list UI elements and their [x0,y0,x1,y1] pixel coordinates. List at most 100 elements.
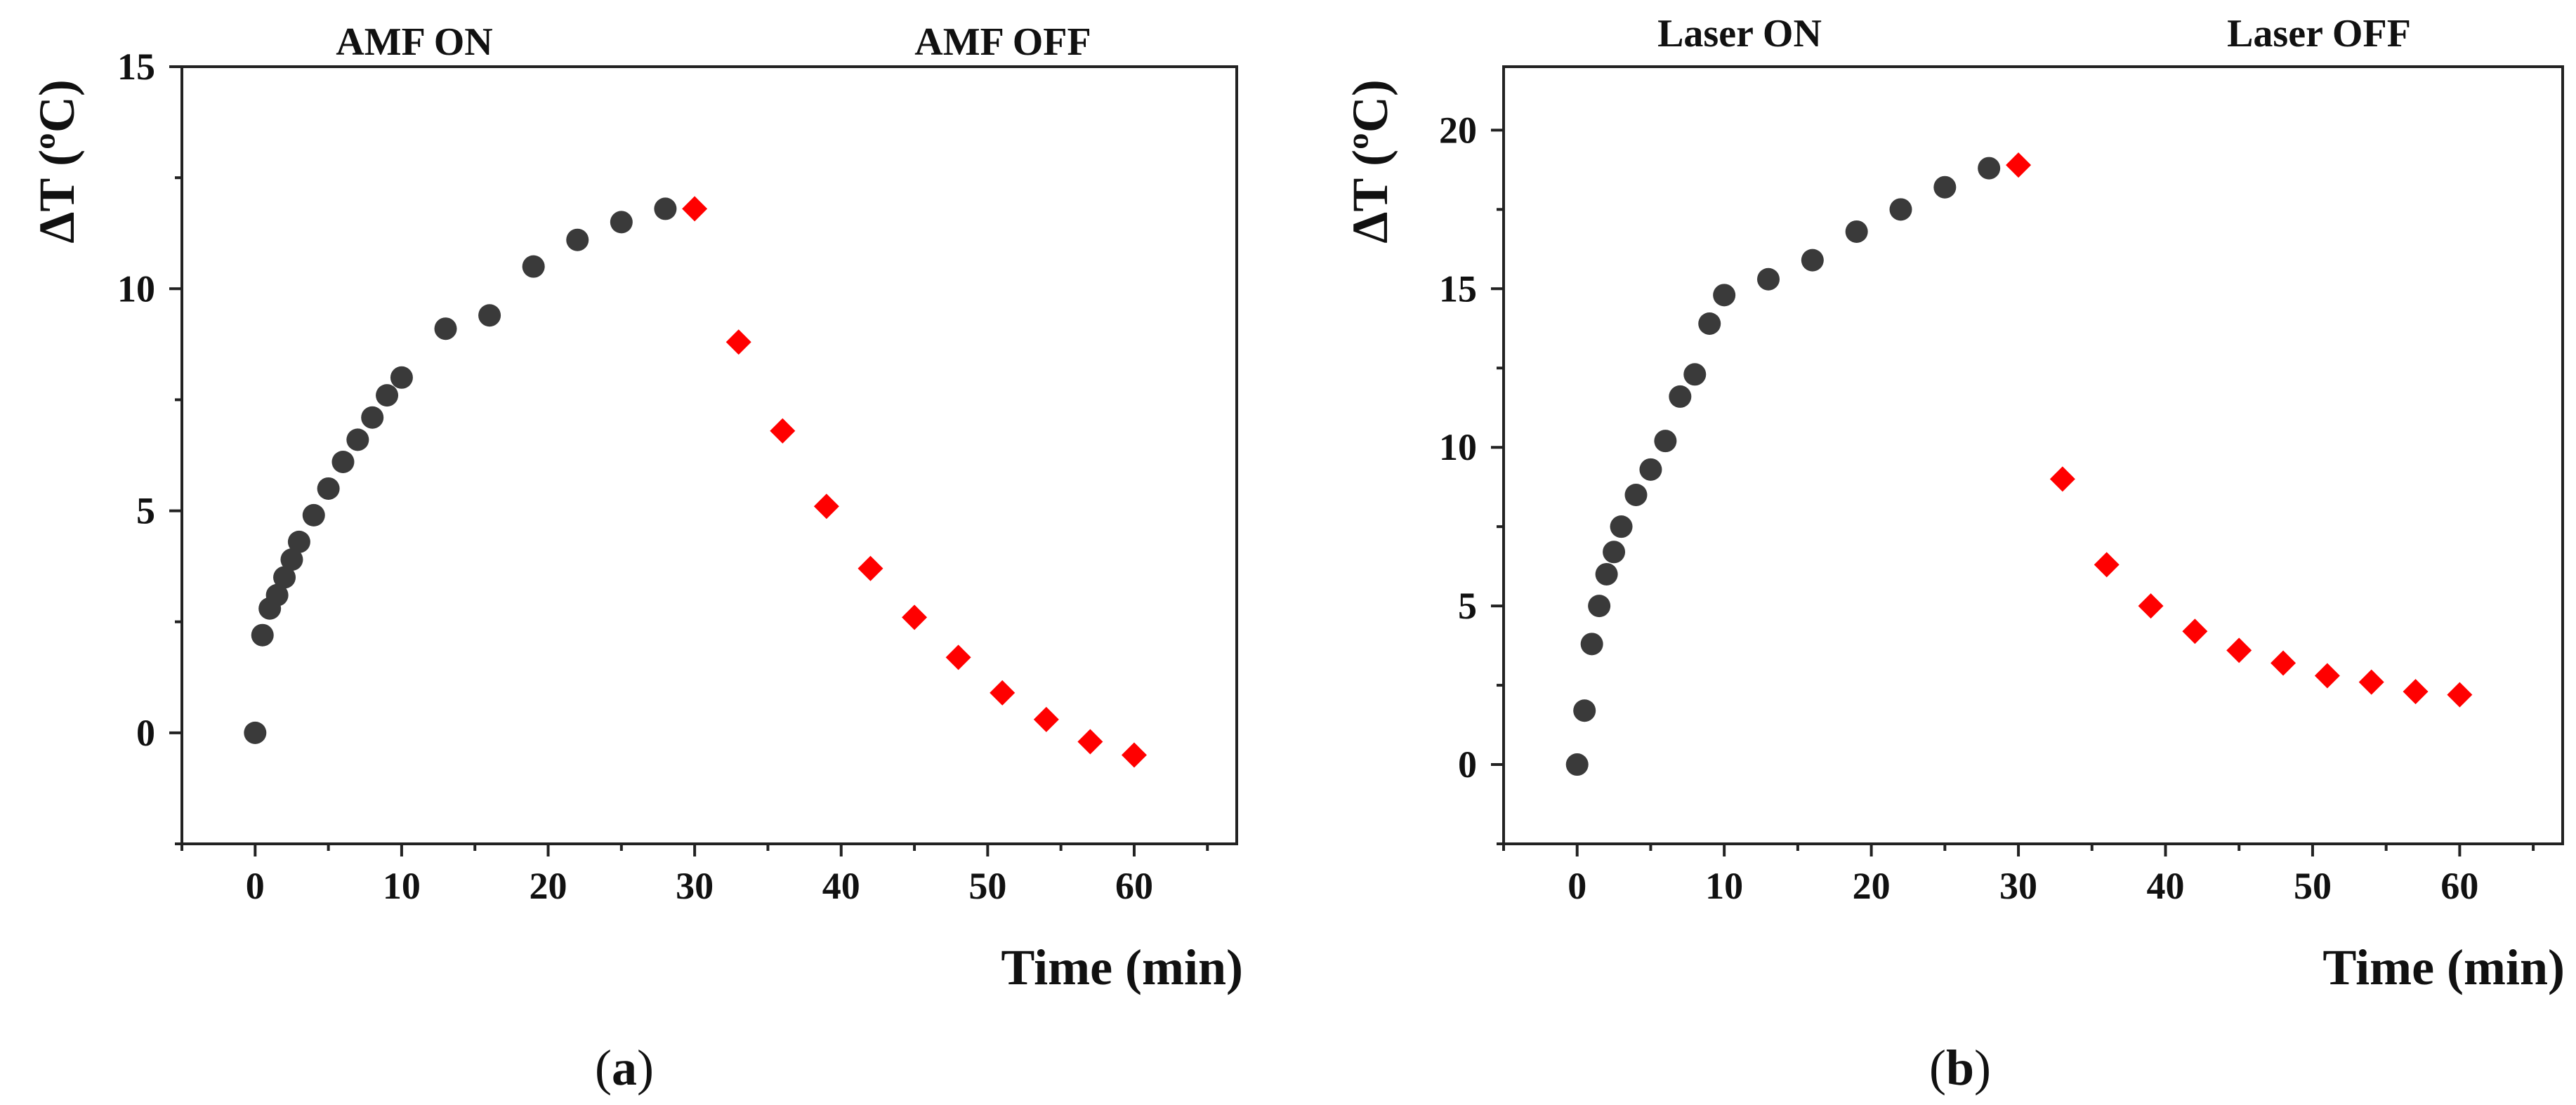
data-point-b-s1-7 [2314,663,2340,689]
data-point-a-s1-1 [725,329,751,355]
data-point-a-s0-4 [273,566,296,589]
panel-letter-b: b [1946,1040,1974,1096]
data-point-a-s0-8 [317,477,340,500]
data-point-a-s0-6 [287,530,310,553]
plot-frame-b [1502,65,2564,845]
data-point-a-s0-11 [361,406,384,429]
annotation-amf-off: AMF OFF [914,20,1091,64]
data-point-a-s1-3 [813,494,839,520]
data-point-b-s0-4 [1595,562,1618,585]
data-point-a-s0-10 [346,428,369,451]
data-point-b-s1-10 [2447,682,2473,708]
x-tick-label-a: 30 [676,865,714,907]
panel-label-a: (a) [595,1040,654,1096]
data-point-b-s0-0 [1565,753,1589,776]
ticks-a: 0 10 20 30 40 50 60 0 5 10 15 [117,46,1209,907]
x-axis-title-a: Time (min) [1001,939,1243,995]
plot-frame-a [180,65,1238,845]
data-point-b-s0-2 [1580,633,1603,656]
data-point-b-s0-7 [1624,483,1648,506]
data-point-b-s0-15 [1801,249,1824,272]
data-point-a-s0-1 [251,623,274,647]
data-point-a-s1-5 [902,604,928,630]
data-point-a-s0-9 [331,450,355,473]
panel-label-b: (b) [1929,1040,1991,1096]
data-point-b-s1-6 [2271,650,2296,676]
data-point-a-s0-17 [566,228,589,251]
y-tick-label-b: 0 [1458,743,1477,786]
x-tick-label-a: 40 [822,865,860,907]
data-point-b-s0-5 [1603,541,1626,564]
data-point-a-s1-6 [945,644,971,670]
data-point-a-s1-8 [1033,706,1059,732]
data-point-a-s0-7 [302,503,325,527]
data-point-b-s0-14 [1757,267,1780,291]
data-point-b-s1-9 [2403,679,2429,705]
data-point-a-s0-3 [265,583,289,607]
data-point-b-s0-13 [1713,284,1736,307]
data-point-b-s0-6 [1610,515,1633,538]
data-point-b-s0-18 [1933,176,1957,199]
data-point-a-s0-0 [244,721,267,744]
data-point-b-s0-1 [1573,699,1596,722]
data-point-a-s0-19 [654,197,677,220]
data-point-b-s1-5 [2226,637,2252,663]
data-point-a-s1-9 [1077,729,1103,755]
annotation-amf-on: AMF ON [336,20,492,64]
data-point-a-s0-5 [280,548,303,571]
data-point-a-s1-7 [990,680,1016,706]
x-tick-label-a: 0 [246,865,265,907]
marks-b [1565,152,2473,776]
y-tick-label-a: 15 [117,46,155,88]
y-tick-label-b: 5 [1458,585,1477,627]
y-tick-label-b: 20 [1439,109,1477,151]
data-point-b-s1-4 [2182,618,2208,644]
y-axis-title-a: ΔT (ºC) [29,79,85,244]
data-point-a-s0-12 [376,384,399,407]
data-point-a-s1-2 [770,418,796,444]
data-point-a-s0-16 [522,255,545,278]
data-point-a-s0-18 [610,211,633,234]
data-point-b-s0-19 [1978,157,2001,180]
data-point-b-s1-8 [2358,669,2384,695]
x-tick-label-b: 0 [1568,865,1586,907]
data-point-a-s0-14 [434,317,457,340]
annotation-laser-off: Laser OFF [2227,12,2411,55]
data-point-a-s1-4 [857,555,883,581]
data-point-b-s0-17 [1889,198,1912,221]
data-point-a-s1-10 [1121,742,1147,768]
data-point-b-s1-1 [2049,466,2075,492]
chart-panel-a: 0 10 20 30 40 50 60 0 5 10 15 AMF ON AMF OFF ΔT (º… [29,20,1243,1096]
x-tick-label-a: 10 [383,865,421,907]
data-point-b-s0-16 [1845,220,1868,243]
y-tick-label-b: 15 [1439,267,1477,310]
data-point-a-s1-0 [682,196,708,222]
x-tick-label-a: 50 [968,865,1006,907]
x-axis-title-b: Time (min) [2322,939,2565,995]
data-point-b-s1-3 [2138,593,2164,619]
y-tick-label-a: 10 [117,267,155,310]
marks-a [244,196,1147,768]
x-tick-label-b: 60 [2440,865,2478,907]
data-point-b-s0-9 [1654,430,1677,453]
chart-panel-b: 0 10 20 30 40 50 60 0 5 10 15 20 Laser ON Laser OFF… [1342,12,2565,1096]
data-point-b-s1-0 [2006,152,2032,178]
data-point-b-s0-3 [1588,595,1611,618]
x-tick-label-b: 40 [2147,865,2185,907]
data-point-a-s0-13 [390,366,413,389]
data-point-b-s0-8 [1639,458,1662,481]
x-tick-label-b: 50 [2294,865,2332,907]
data-point-a-s0-15 [478,304,501,327]
y-axis-title-b: ΔT (ºC) [1342,79,1398,244]
data-point-b-s0-11 [1683,363,1707,386]
data-point-b-s0-10 [1669,385,1692,408]
panel-letter-a: a [612,1040,637,1096]
y-tick-label-a: 5 [136,490,155,532]
annotation-laser-on: Laser ON [1657,12,1822,55]
x-tick-label-a: 60 [1115,865,1153,907]
ticks-b: 0 10 20 30 40 50 60 0 5 10 15 20 [1439,109,2535,907]
x-tick-label-b: 20 [1853,865,1891,907]
y-tick-label-a: 0 [136,712,155,754]
y-tick-label-b: 10 [1439,426,1477,468]
